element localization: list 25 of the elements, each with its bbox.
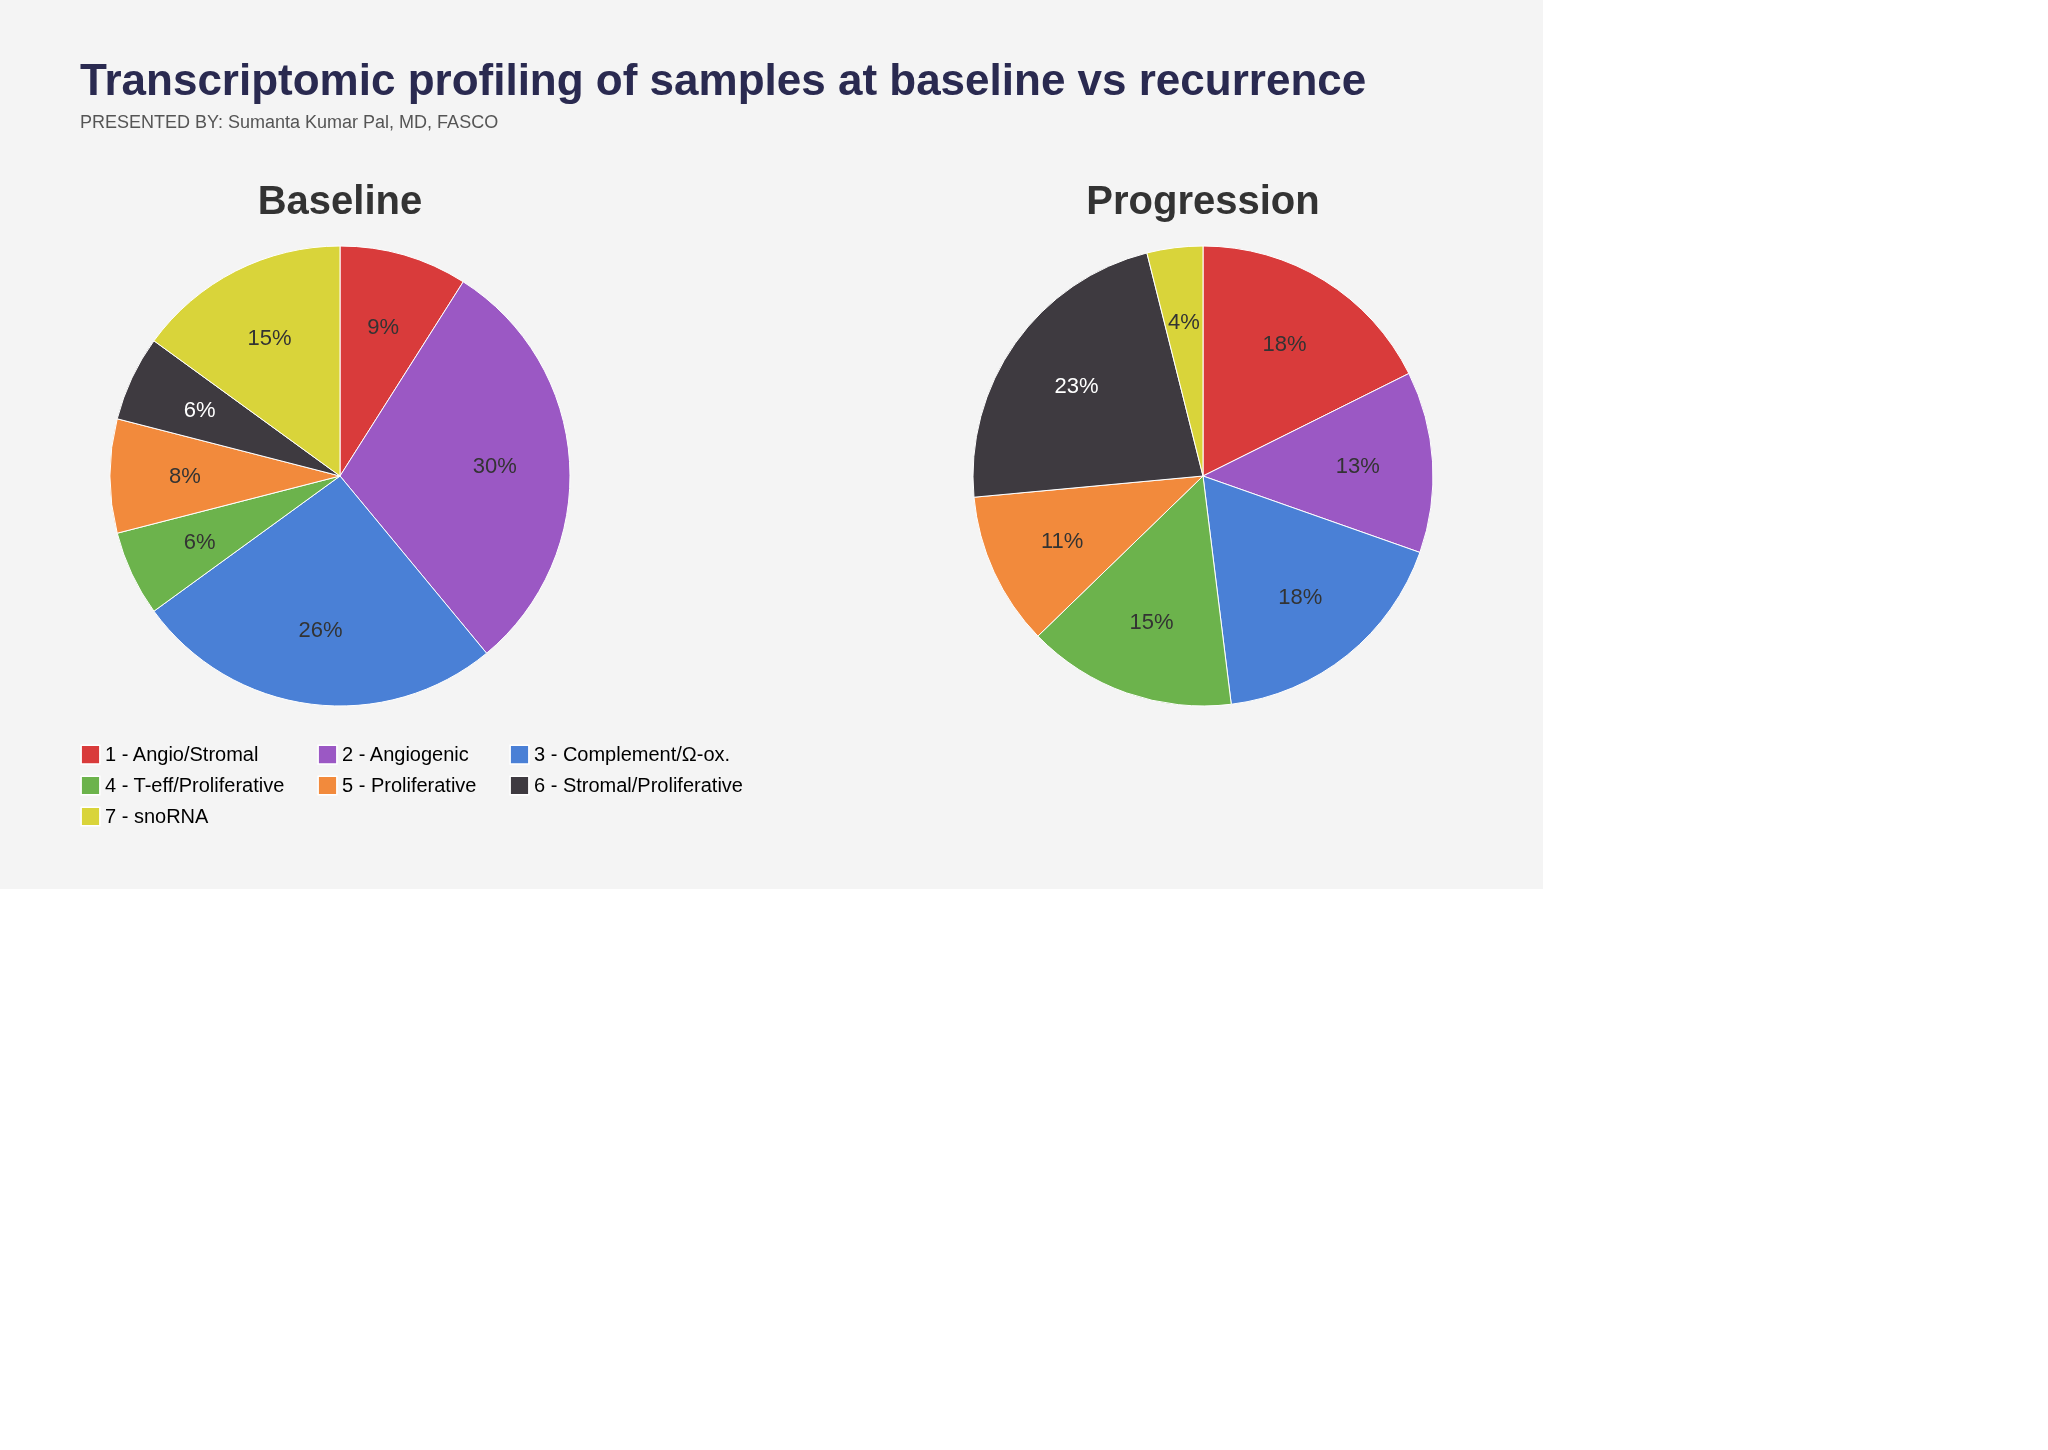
- data-label: 8%: [169, 463, 201, 488]
- legend-label: 4 - T-eff/Proliferative: [105, 773, 285, 796]
- legend-label: 3 - Complement/Ω-ox.: [534, 742, 731, 765]
- data-label: 6%: [183, 397, 216, 422]
- text: PRESENTED BY: Sumanta Kumar Pal, MD, FASCO: [80, 112, 499, 132]
- data-label: 4%: [1168, 309, 1200, 335]
- data-label: 11%: [1040, 527, 1084, 553]
- legend-label: 2 - Angiogenic: [342, 742, 469, 765]
- data-label: 30%: [472, 453, 517, 479]
- data-label: 6%: [183, 529, 216, 554]
- legend-label: 5 - Proliferative: [342, 773, 477, 796]
- text: Transcriptomic profiling of samples at baseline vs recurrence: [80, 55, 1367, 104]
- data-label: 18%: [1278, 583, 1323, 609]
- legend-label: 6 - Stromal/Proliferative: [534, 773, 743, 796]
- legend-label: 1 - Angio/Stromal: [105, 742, 259, 765]
- data-label: 23%: [1054, 373, 1099, 399]
- chart-title: Progression: [1086, 178, 1320, 222]
- data-label: 15%: [247, 324, 292, 350]
- data-label: 13%: [1335, 453, 1380, 479]
- chart-title: Baseline: [257, 178, 423, 222]
- data-label: 9%: [367, 314, 400, 340]
- data-label: 15%: [1129, 609, 1174, 635]
- data-label: 18%: [1262, 331, 1307, 357]
- data-label: 26%: [298, 616, 343, 642]
- legend-label: 7 - snoRNA: [105, 804, 210, 827]
